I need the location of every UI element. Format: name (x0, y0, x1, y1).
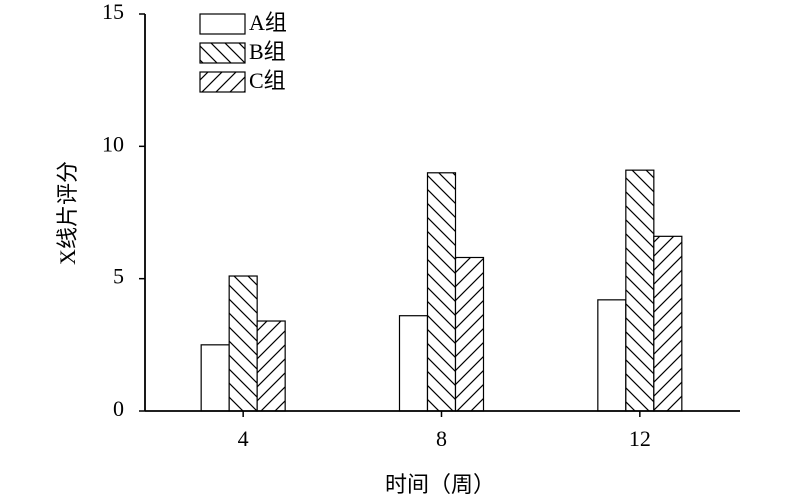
legend-swatch (199, 13, 246, 35)
bar (398, 315, 429, 412)
bar (256, 320, 286, 412)
legend-swatch (199, 42, 246, 64)
y-tick-label: 0 (113, 396, 124, 421)
x-tick-label: 4 (238, 426, 249, 451)
bar (200, 344, 230, 412)
legend-swatch (199, 71, 246, 93)
bar (653, 235, 683, 412)
bar (625, 169, 655, 412)
y-tick-label: 10 (102, 131, 124, 156)
y-axis-title: X线片评分 (55, 161, 80, 265)
y-tick-label: 5 (113, 264, 124, 289)
y-tick-label: 15 (102, 0, 124, 24)
legend-label: C组 (249, 68, 286, 93)
bar (426, 172, 457, 412)
x-axis-title: 时间（周） (385, 472, 495, 497)
legend-label: A组 (249, 10, 287, 35)
bar (228, 275, 258, 412)
bar (454, 256, 485, 412)
bar (597, 299, 627, 412)
x-tick-label: 12 (629, 426, 651, 451)
legend-label: B组 (249, 39, 286, 64)
x-tick-label: 8 (436, 426, 447, 451)
